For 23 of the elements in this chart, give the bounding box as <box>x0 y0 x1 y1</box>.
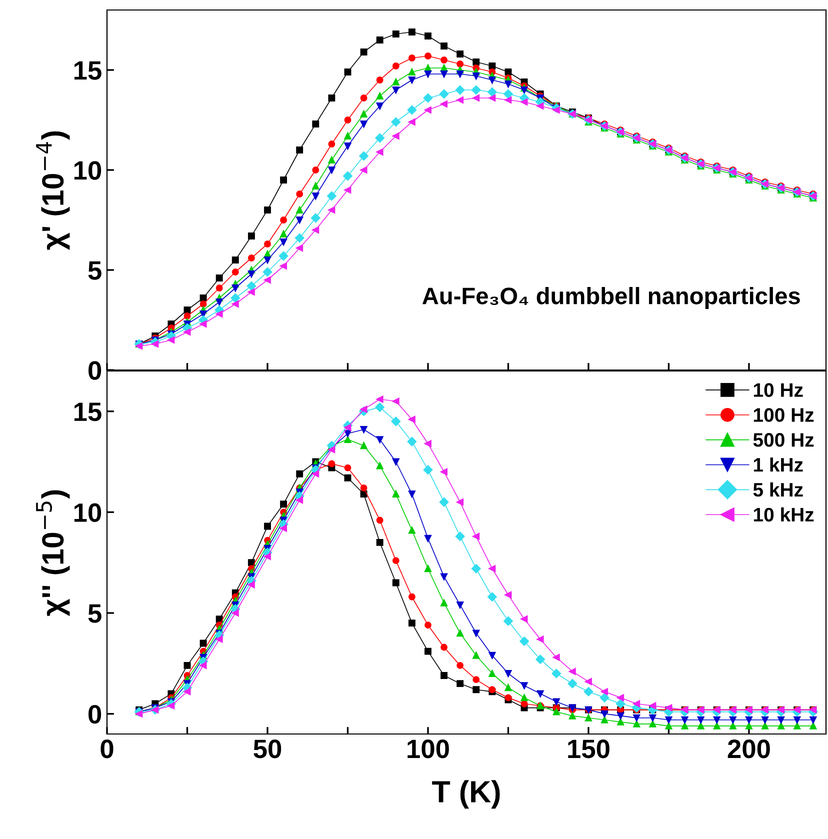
legend-label: 5 kHz <box>753 482 803 497</box>
x-axis-title: T (K) <box>432 780 500 809</box>
x-tick-label: 150 <box>568 740 610 758</box>
y-tick-label: 10 <box>74 503 102 522</box>
annotation: Au-Fe₃O₄ dumbbell nanoparticles <box>422 286 800 310</box>
legend-label: 10 Hz <box>754 383 803 397</box>
y-axis-title: χ' (10$^{−4}$) <box>36 131 70 250</box>
x-tick-label: 200 <box>728 740 770 758</box>
y-tick-label: 15 <box>74 402 102 422</box>
y-tick-label: 0 <box>88 704 102 724</box>
x-tick-label: 100 <box>408 740 449 758</box>
legend-label: 100 Hz <box>754 408 814 422</box>
x-tick-label: 0 <box>100 740 114 758</box>
y-axis-title: χ'' (10$^{−5}$) <box>36 490 70 616</box>
y-tick-label: 15 <box>74 61 102 80</box>
y-tick-label: 5 <box>88 261 102 280</box>
x-tick-label: 50 <box>254 740 282 758</box>
y-tick-label: 10 <box>74 161 102 180</box>
y-tick-label: 5 <box>88 604 102 623</box>
y-tick-label: 0 <box>88 361 102 380</box>
legend-label: 1 kHz <box>754 457 803 472</box>
legend-label: 10 kHz <box>754 507 814 522</box>
legend-label: 500 Hz <box>753 433 814 447</box>
